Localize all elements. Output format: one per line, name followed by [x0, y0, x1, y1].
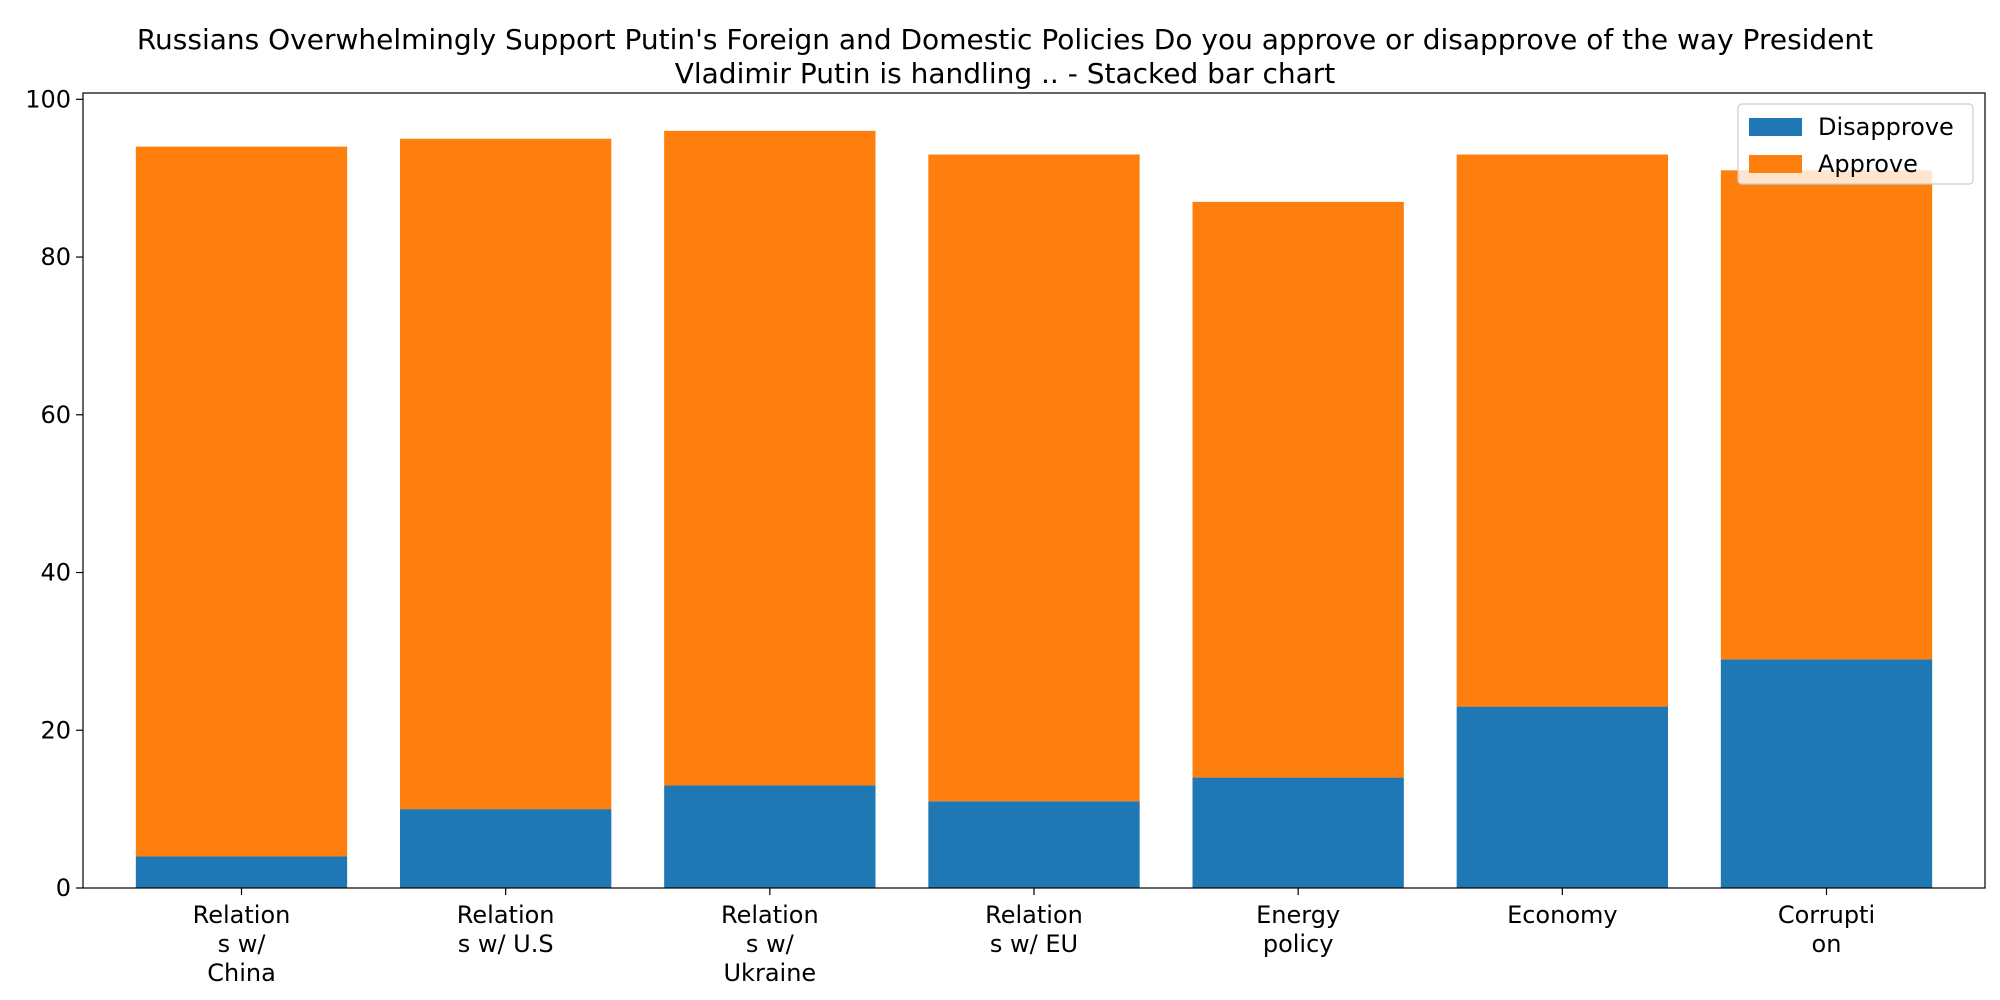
bar-disapprove-4 [1192, 777, 1404, 888]
x-tick-label-line: Energy [1256, 901, 1340, 929]
x-tick-label-line: Relation [193, 901, 291, 929]
bar-disapprove-1 [400, 809, 612, 888]
bar-approve-1 [400, 138, 612, 810]
x-tick-label-2: Relation s w/Ukraine [721, 901, 819, 987]
x-tick-label-1: Relation s w/ U.S [457, 901, 555, 958]
y-tick-label-1: 20 [40, 716, 71, 744]
x-tick-label-line: s w/ [746, 930, 795, 958]
x-tick-label-line: Relation [457, 901, 555, 929]
x-tick-label-line: Ukraine [723, 959, 816, 987]
x-tick-label-6: Corrupti on [1778, 901, 1875, 958]
bar-approve-4 [1192, 201, 1404, 778]
legend-label-approve: Approve [1818, 150, 1918, 178]
x-tick-label-line: s w/ [218, 930, 267, 958]
y-tick-label-5: 100 [25, 85, 71, 113]
y-tick-label-3: 60 [40, 401, 71, 429]
bar-approve-3 [928, 154, 1140, 802]
bar-approve-5 [1456, 154, 1668, 707]
x-tick-label-0: Relation s w/China [193, 901, 291, 987]
x-tick-label-line: Economy [1507, 901, 1618, 929]
bar-disapprove-3 [928, 801, 1140, 888]
bar-approve-0 [135, 146, 348, 857]
bar-disapprove-0 [135, 856, 348, 888]
x-tick-label-3: Relation s w/ EU [985, 901, 1083, 958]
legend-label-disapprove: Disapprove [1818, 113, 1954, 141]
chart-title-line-1: Russians Overwhelmingly Support Putin's … [137, 23, 1873, 56]
y-tick-label-2: 40 [40, 559, 71, 587]
bars-group [135, 130, 1933, 888]
bar-approve-6 [1720, 170, 1933, 660]
y-tick-label-4: 80 [40, 243, 71, 271]
x-tick-label-line: on [1812, 930, 1842, 958]
x-tick-label-line: policy [1263, 930, 1334, 958]
bar-disapprove-6 [1720, 659, 1933, 888]
x-tick-label-line: Corrupti [1778, 901, 1875, 929]
legend: Disapprove Approve [1737, 103, 1974, 185]
x-tick-label-line: Relation [985, 901, 1083, 929]
chart-title-line-2: Vladimir Putin is handling .. - Stacked … [675, 57, 1336, 90]
x-tick-label-4: Energy policy [1256, 901, 1340, 958]
legend-swatch-disapprove [1749, 118, 1802, 136]
x-tick-label-line: Relation [721, 901, 819, 929]
legend-swatch-approve [1749, 155, 1802, 173]
y-tick-label-0: 0 [56, 874, 71, 902]
bar-disapprove-2 [664, 785, 876, 888]
x-tick-label-5: Economy [1507, 901, 1618, 929]
x-tick-label-line: s w/ U.S [458, 930, 554, 958]
bar-disapprove-5 [1456, 706, 1668, 888]
bar-approve-2 [664, 130, 876, 786]
x-tick-label-line: China [207, 959, 276, 987]
x-tick-label-line: s w/ EU [990, 930, 1078, 958]
